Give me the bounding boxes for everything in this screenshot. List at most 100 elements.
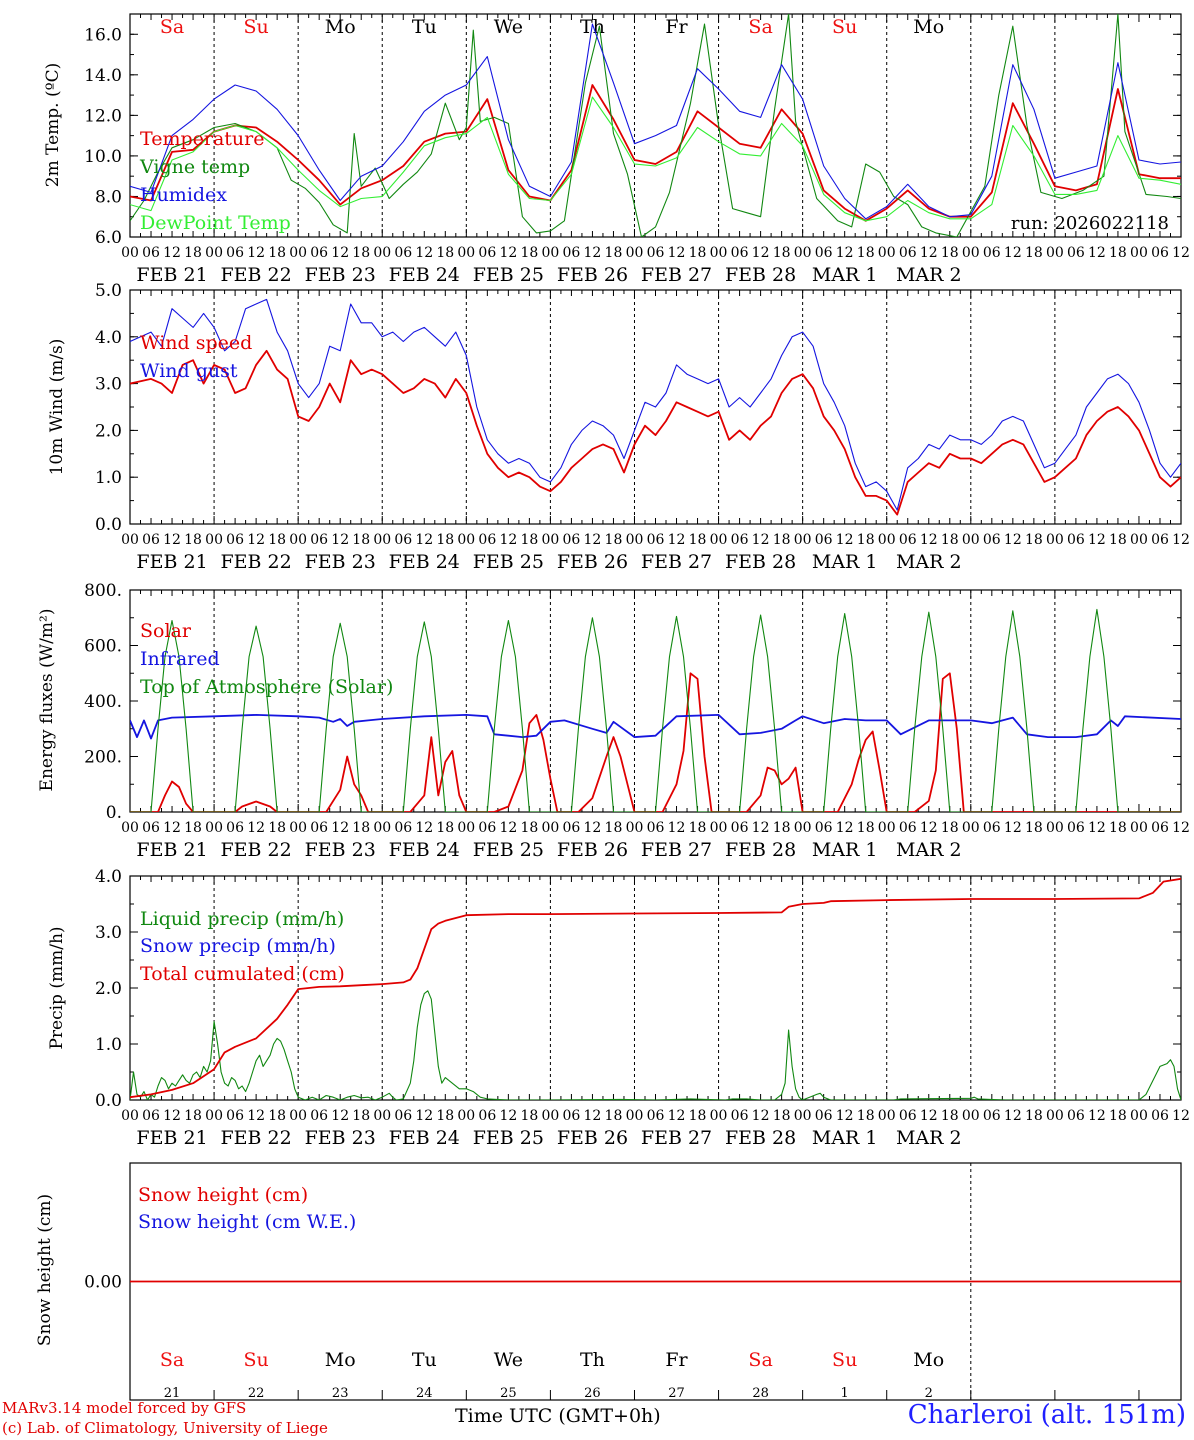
hour-tick-label: 18 bbox=[1025, 245, 1043, 261]
hour-tick-label: 06 bbox=[142, 245, 160, 261]
hour-tick-label: 12 bbox=[499, 820, 517, 836]
hour-tick-label: 12 bbox=[415, 820, 433, 836]
hour-tick-label: 06 bbox=[815, 1108, 833, 1124]
hour-tick-label: 06 bbox=[1067, 1108, 1085, 1124]
hour-tick-label: 06 bbox=[1151, 532, 1169, 548]
hour-tick-label: 06 bbox=[563, 245, 581, 261]
hour-tick-label: 12 bbox=[836, 1108, 854, 1124]
hour-tick-label: 00 bbox=[1130, 245, 1148, 261]
hour-tick-label: 06 bbox=[1067, 820, 1085, 836]
date-label: FEB 21 bbox=[136, 264, 207, 286]
date-label: FEB 21 bbox=[136, 551, 207, 573]
lab-credit: (c) Lab. of Climatology, University of L… bbox=[2, 1419, 328, 1437]
hour-tick-label: 12 bbox=[163, 532, 181, 548]
hour-tick-label: 06 bbox=[142, 1108, 160, 1124]
series-wind-gust bbox=[130, 298, 1181, 511]
hour-tick-label: 12 bbox=[668, 532, 686, 548]
hour-tick-label: 06 bbox=[1067, 245, 1085, 261]
series-liquid-precip-mm-h- bbox=[130, 990, 1181, 1100]
hour-tick-label: 18 bbox=[773, 820, 791, 836]
hour-tick-label: 18 bbox=[1025, 532, 1043, 548]
weekday-label: We bbox=[494, 16, 523, 38]
hour-tick-label: 12 bbox=[1172, 820, 1190, 836]
date-label: MAR 1 bbox=[812, 551, 878, 573]
date-label: FEB 26 bbox=[557, 839, 628, 861]
hour-tick-label: 00 bbox=[541, 1108, 559, 1124]
hour-tick-label: 18 bbox=[352, 1108, 370, 1124]
y-tick-label: 6.0 bbox=[95, 228, 122, 248]
hour-tick-label: 18 bbox=[773, 1108, 791, 1124]
hour-tick-label: 18 bbox=[941, 532, 959, 548]
hour-tick-label: 00 bbox=[121, 1108, 139, 1124]
y-axis-label: 10m Wind (m/s) bbox=[47, 339, 67, 476]
hour-tick-label: 18 bbox=[520, 532, 538, 548]
hour-tick-label: 12 bbox=[499, 245, 517, 261]
weekday-label: Sa bbox=[748, 16, 772, 38]
series-wind-speed bbox=[130, 349, 1181, 516]
y-tick-label: 0.0 bbox=[95, 515, 122, 535]
hour-tick-label: 18 bbox=[1109, 1108, 1127, 1124]
hour-tick-label: 00 bbox=[878, 1108, 896, 1124]
date-label: FEB 27 bbox=[641, 1127, 712, 1149]
y-tick-label: 2.0 bbox=[95, 421, 122, 441]
hour-tick-label: 00 bbox=[626, 532, 644, 548]
y-axis-label: 2m Temp. (ºC) bbox=[43, 63, 63, 188]
hour-tick-label: 12 bbox=[752, 820, 770, 836]
hour-tick-label: 18 bbox=[857, 532, 875, 548]
hour-tick-label: 12 bbox=[1088, 532, 1106, 548]
hour-tick-label: 12 bbox=[499, 532, 517, 548]
hour-tick-label: 12 bbox=[415, 532, 433, 548]
y-tick-label: 0.00 bbox=[84, 1273, 122, 1293]
hour-tick-label: 00 bbox=[710, 532, 728, 548]
date-label: FEB 24 bbox=[389, 264, 460, 286]
date-label: FEB 28 bbox=[725, 839, 796, 861]
weekday-label: Su bbox=[243, 16, 268, 38]
hour-tick-label: 18 bbox=[520, 245, 538, 261]
hour-tick-label: 12 bbox=[920, 1108, 938, 1124]
y-tick-label: 4.0 bbox=[95, 328, 122, 348]
hour-tick-label: 18 bbox=[1109, 245, 1127, 261]
legend-item: Snow precip (mm/h) bbox=[140, 935, 336, 957]
hour-tick-label: 06 bbox=[310, 532, 328, 548]
hour-tick-label: 12 bbox=[1004, 245, 1022, 261]
date-label: FEB 22 bbox=[221, 264, 292, 286]
hour-tick-label: 06 bbox=[899, 532, 917, 548]
date-label: FEB 25 bbox=[473, 1127, 544, 1149]
y-tick-label: 800. bbox=[84, 581, 122, 601]
y-tick-label: 10.0 bbox=[84, 147, 122, 167]
hour-tick-label: 12 bbox=[1004, 532, 1022, 548]
legend-item: Snow height (cm) bbox=[138, 1184, 308, 1206]
hour-tick-label: 06 bbox=[983, 1108, 1001, 1124]
hour-tick-label: 06 bbox=[899, 820, 917, 836]
hour-tick-label: 00 bbox=[121, 245, 139, 261]
hour-tick-label: 00 bbox=[289, 820, 307, 836]
hour-tick-label: 12 bbox=[584, 820, 602, 836]
hour-tick-label: 18 bbox=[520, 820, 538, 836]
hour-tick-label: 06 bbox=[1151, 1108, 1169, 1124]
y-tick-label: 3.0 bbox=[95, 375, 122, 395]
date-label: MAR 2 bbox=[896, 839, 962, 861]
hour-tick-label: 18 bbox=[689, 1108, 707, 1124]
y-tick-label: 1.0 bbox=[95, 468, 122, 488]
legend-item: DewPoint Temp bbox=[140, 212, 291, 234]
weekday-label: We bbox=[494, 1349, 523, 1371]
series-top-of-atmosphere-solar- bbox=[130, 608, 1181, 812]
hour-tick-label: 00 bbox=[457, 245, 475, 261]
hour-tick-label: 06 bbox=[647, 1108, 665, 1124]
hour-tick-label: 00 bbox=[626, 1108, 644, 1124]
hour-tick-label: 00 bbox=[373, 532, 391, 548]
weekday-label: Mo bbox=[325, 1349, 356, 1371]
hour-tick-label: 00 bbox=[121, 532, 139, 548]
y-tick-label: 4.0 bbox=[95, 867, 122, 887]
weekday-label: Su bbox=[832, 16, 857, 38]
weekday-label: Mo bbox=[913, 16, 944, 38]
hour-tick-label: 06 bbox=[647, 245, 665, 261]
x-axis-label: Time UTC (GMT+0h) bbox=[455, 1405, 661, 1427]
hour-tick-label: 12 bbox=[752, 245, 770, 261]
weekday-label: Fr bbox=[665, 1349, 688, 1371]
hour-tick-label: 18 bbox=[941, 1108, 959, 1124]
hour-tick-label: 06 bbox=[983, 245, 1001, 261]
hour-tick-label: 06 bbox=[647, 820, 665, 836]
